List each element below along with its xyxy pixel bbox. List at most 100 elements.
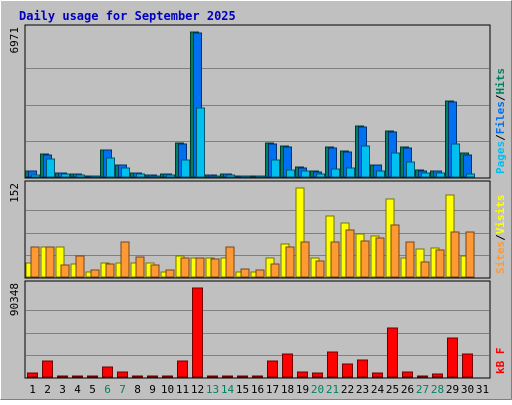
bar-pages-day-16 [256,175,265,178]
x-tick-label-day-9: 9 [149,383,156,396]
bar-pages-day-11 [181,159,190,178]
bar-sites-day-13 [210,258,220,278]
bar-sites-day-4 [75,255,85,278]
bar-sites-day-7 [120,241,130,278]
bar-kb-f-day-12 [192,287,203,378]
bar-sites-day-12 [195,257,205,278]
x-tick-label-day-5: 5 [89,383,96,396]
bar-pages-day-2 [46,158,55,178]
y-max-label: 90348 [8,283,21,316]
x-tick-label-day-26: 26 [401,383,414,396]
legend: Pages/Files/Hits [494,68,507,174]
bar-kb-f-day-4 [72,375,83,378]
x-tick-label-day-28: 28 [431,383,444,396]
bar-sites-day-15 [240,268,250,278]
hits_panel: 6971 Pages/Files/Hits [8,24,507,179]
bar-pages-day-19 [301,170,310,178]
bar-sites-day-30 [465,231,475,278]
x-axis: 1 2 3 4 5 6 7 8 9 10 11 12 13 14 15 16 17 18 19 20 21 22 23 24 2… [29,383,489,396]
bar-sites-day-9 [150,264,160,278]
bar-kb-f-day-5 [87,375,98,378]
bar-kb-f-day-15 [237,375,248,378]
bar-sites-day-19 [300,241,310,278]
x-tick-label-day-4: 4 [74,383,81,396]
visits_panel: 152 Sites/Visits [8,180,507,279]
bar-sites-day-10 [165,269,175,278]
bar-sites-day-27 [420,261,430,278]
bar-kb-f-day-20 [312,372,323,378]
bar-pages-day-27 [421,172,430,178]
x-tick-label-day-22: 22 [341,383,354,396]
bar-pages-day-30 [466,173,475,178]
bar-pages-day-12 [196,107,205,178]
bar-visits-day-3 [55,246,65,278]
bar-kb-f-day-11 [177,360,188,378]
x-tick-label-day-18: 18 [281,383,294,396]
bar-pages-day-20 [316,173,325,178]
x-tick-label-day-17: 17 [266,383,279,396]
bar-kb-f-day-17 [267,360,278,378]
bar-sites-day-20 [315,260,325,278]
bar-kb-f-day-7 [117,371,128,378]
bar-sites-day-6 [105,263,115,278]
bar-pages-day-13 [211,175,220,178]
bar-kb-f-day-19 [297,371,308,378]
kbytes_panel: 90348 kB F [8,280,507,379]
bar-pages-day-7 [121,167,130,178]
bar-pages-day-15 [241,175,250,178]
bar-kb-f-day-24 [372,372,383,378]
bar-pages-day-17 [271,159,280,178]
bar-kb-f-day-21 [327,351,338,378]
x-tick-label-day-29: 29 [446,383,459,396]
bar-sites-day-18 [285,246,295,278]
bar-sites-day-21 [330,241,340,278]
y-max-label: 152 [8,183,21,203]
bar-kb-f-day-2 [42,360,53,378]
x-tick-label-day-19: 19 [296,383,309,396]
bar-kb-f-day-16 [252,375,263,378]
x-tick-label-day-12: 12 [191,383,204,396]
bar-sites-day-29 [450,231,460,278]
bar-kb-f-day-26 [402,371,413,378]
bar-kb-f-day-18 [282,353,293,378]
legend-entry-files: Files [494,101,507,134]
bar-kb-f-day-25 [387,327,398,378]
legend: Sites/Visits [494,195,507,275]
x-tick-label-day-3: 3 [59,383,66,396]
plot-area [24,280,491,379]
legend-entry-kb-f: kB F [494,348,507,375]
x-tick-label-day-8: 8 [134,383,141,396]
bar-pages-day-28 [436,172,445,178]
x-tick-label-day-14: 14 [221,383,235,396]
legend: kB F [494,348,507,375]
bar-visits-day-19 [295,187,305,278]
legend-separator: / [494,94,507,101]
bar-sites-day-26 [405,241,415,278]
bar-pages-day-3 [61,173,70,178]
bar-kb-f-day-27 [417,375,428,378]
y-max-label: 6971 [8,27,21,54]
legend-entry-visits: Visits [494,195,507,235]
bar-kb-f-day-22 [342,363,353,378]
bar-kb-f-day-28 [432,373,443,378]
bar-kb-f-day-3 [57,375,68,378]
legend-separator: / [494,134,507,141]
plot-area [24,24,491,179]
x-tick-label-day-13: 13 [206,383,219,396]
bar-sites-day-17 [270,263,280,278]
bar-sites-day-8 [135,256,145,278]
x-tick-label-day-31: 31 [476,383,489,396]
legend-entry-pages: Pages [494,141,507,174]
bar-sites-day-11 [180,257,190,278]
x-tick-label-day-6: 6 [104,383,111,396]
x-tick-label-day-27: 27 [416,383,429,396]
bar-kb-f-day-1 [27,372,38,378]
bar-pages-day-5 [91,175,100,178]
chart-title: Daily usage for September 2025 [19,9,236,23]
x-tick-label-day-23: 23 [356,383,369,396]
bar-pages-day-24 [376,170,385,178]
bar-pages-day-1 [31,174,40,178]
bar-kb-f-day-14 [222,375,233,378]
x-tick-label-day-2: 2 [44,383,51,396]
